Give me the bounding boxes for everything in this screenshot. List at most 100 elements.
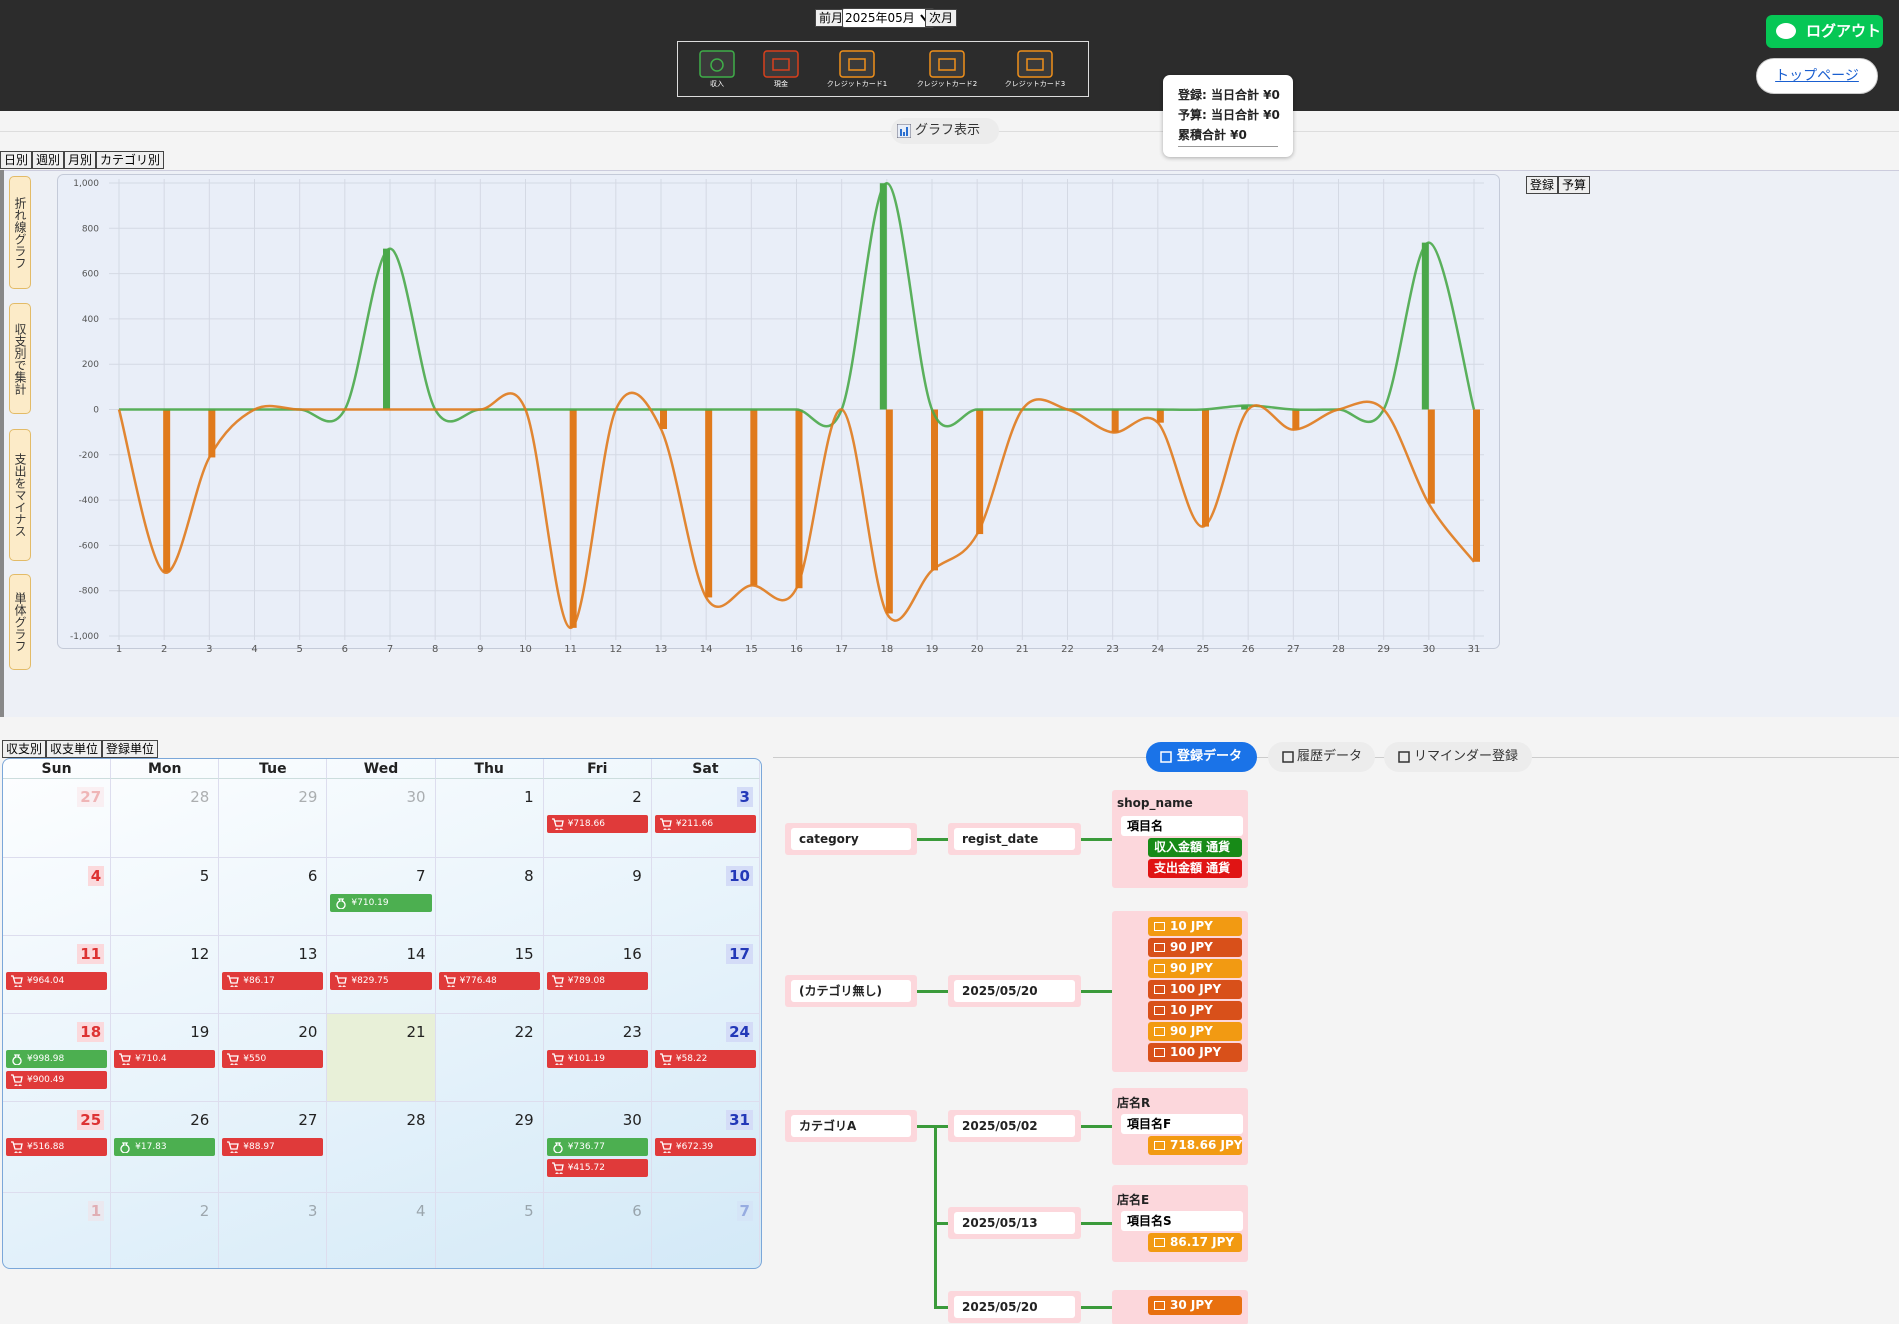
entry[interactable]: ¥718.66 bbox=[547, 815, 648, 833]
calendar-cell[interactable]: 14¥829.75 bbox=[327, 936, 435, 1014]
calendar-cell[interactable]: 24¥58.22 bbox=[652, 1014, 760, 1102]
calendar-tab[interactable]: 登録単位 bbox=[102, 740, 158, 758]
day-number: 7 bbox=[737, 1201, 753, 1221]
entry[interactable]: ¥86.17 bbox=[222, 972, 323, 990]
side-button[interactable]: 単体グラフ bbox=[9, 574, 31, 670]
entry[interactable]: ¥58.22 bbox=[655, 1050, 756, 1068]
graph-tab[interactable]: 週別 bbox=[32, 151, 64, 169]
payment-icon[interactable] bbox=[699, 50, 735, 78]
calendar-cell[interactable]: 28 bbox=[111, 779, 219, 858]
calendar-cell[interactable]: 10 bbox=[652, 858, 760, 936]
date-box-text: 2025/05/20 bbox=[954, 980, 1075, 1002]
calendar-cell[interactable]: 28 bbox=[327, 1102, 435, 1193]
calendar-cell[interactable]: 30 bbox=[327, 779, 435, 858]
x-tick-label: 28 bbox=[1332, 644, 1345, 655]
entry[interactable]: ¥900.49 bbox=[6, 1071, 107, 1089]
calendar-cell[interactable]: 13¥86.17 bbox=[219, 936, 327, 1014]
calendar-cell[interactable]: 26¥17.83 bbox=[111, 1102, 219, 1193]
calendar-cell[interactable]: 29 bbox=[436, 1102, 544, 1193]
calendar-tab[interactable]: 収支別 bbox=[2, 740, 46, 758]
calendar-cell[interactable]: 21 bbox=[327, 1014, 435, 1102]
side-button[interactable]: 折れ線グラフ bbox=[9, 176, 31, 289]
entry[interactable]: ¥710.19 bbox=[330, 894, 431, 912]
entry[interactable]: ¥88.97 bbox=[222, 1138, 323, 1156]
calendar-cell[interactable]: 23¥101.19 bbox=[544, 1014, 652, 1102]
calendar-cell[interactable]: 16¥789.08 bbox=[544, 936, 652, 1014]
entry[interactable]: ¥736.77 bbox=[547, 1138, 648, 1156]
entry[interactable]: ¥672.39 bbox=[655, 1138, 756, 1156]
graph-tab[interactable]: カテゴリ別 bbox=[96, 151, 164, 169]
payment-icon[interactable] bbox=[763, 50, 799, 78]
entry[interactable]: ¥211.66 bbox=[655, 815, 756, 833]
entry[interactable]: ¥998.98 bbox=[6, 1050, 107, 1068]
entry[interactable]: ¥101.19 bbox=[547, 1050, 648, 1068]
calendar-cell[interactable]: 4 bbox=[327, 1193, 435, 1269]
calendar-cell[interactable]: 20¥550 bbox=[219, 1014, 327, 1102]
calendar-cell[interactable]: 2¥718.66 bbox=[544, 779, 652, 858]
calendar-cell[interactable]: 19¥710.4 bbox=[111, 1014, 219, 1102]
calendar-cell[interactable]: 6 bbox=[219, 858, 327, 936]
entry[interactable]: ¥964.04 bbox=[6, 972, 107, 990]
calendar-cell[interactable]: 1 bbox=[3, 1193, 111, 1269]
entry[interactable]: ¥710.4 bbox=[114, 1050, 215, 1068]
calendar-cell[interactable]: 17 bbox=[652, 936, 760, 1014]
calendar-cell[interactable]: 15¥776.48 bbox=[436, 936, 544, 1014]
entry[interactable]: ¥550 bbox=[222, 1050, 323, 1068]
x-tick-label: 1 bbox=[116, 644, 122, 655]
calendar-cell[interactable]: 3 bbox=[219, 1193, 327, 1269]
payment-icon[interactable] bbox=[1017, 50, 1053, 78]
calendar-cell[interactable]: 27 bbox=[3, 779, 111, 858]
side-button[interactable]: 支出をマイナス bbox=[9, 429, 31, 561]
payment-icon[interactable] bbox=[929, 50, 965, 78]
shop-name: 店名R bbox=[1117, 1094, 1150, 1111]
calendar-cell[interactable]: 1 bbox=[436, 779, 544, 858]
calendar-cell[interactable]: 12 bbox=[111, 936, 219, 1014]
next-month[interactable]: 次月 bbox=[925, 9, 957, 27]
calendar-cell[interactable]: 5 bbox=[111, 858, 219, 936]
entry[interactable]: ¥415.72 bbox=[547, 1159, 648, 1177]
entry-icon bbox=[660, 1053, 672, 1065]
calendar-cell[interactable]: 7¥710.19 bbox=[327, 858, 435, 936]
calendar-cell[interactable]: 7 bbox=[652, 1193, 760, 1269]
chart-option[interactable]: 予算 bbox=[1558, 176, 1590, 194]
calendar-cell[interactable]: 30¥736.77¥415.72 bbox=[544, 1102, 652, 1193]
data-tab[interactable]: 登録データ bbox=[1146, 742, 1257, 772]
calendar-cell[interactable]: 5 bbox=[436, 1193, 544, 1269]
entry-icon bbox=[444, 975, 456, 987]
logout-button[interactable]: ログアウト bbox=[1766, 15, 1883, 48]
calendar-cell[interactable]: 2 bbox=[111, 1193, 219, 1269]
month-select[interactable]: 2025年05月 bbox=[842, 8, 934, 28]
graph-tab[interactable]: 日別 bbox=[0, 151, 32, 169]
entry[interactable]: ¥789.08 bbox=[547, 972, 648, 990]
calendar-tab[interactable]: 収支単位 bbox=[46, 740, 102, 758]
calendar-cell[interactable]: 31¥672.39 bbox=[652, 1102, 760, 1193]
calendar-cell[interactable]: 3¥211.66 bbox=[652, 779, 760, 858]
calendar-cell[interactable]: 8 bbox=[436, 858, 544, 936]
calendar-cell[interactable]: 18¥998.98¥900.49 bbox=[3, 1014, 111, 1102]
side-button[interactable]: 収支別で集計 bbox=[9, 303, 31, 414]
calendar-cell[interactable]: 6 bbox=[544, 1193, 652, 1269]
top-page-link[interactable]: トップページ bbox=[1756, 58, 1878, 94]
data-tab[interactable]: リマインダー登録 bbox=[1384, 742, 1532, 772]
data-tab[interactable]: 履歴データ bbox=[1268, 742, 1375, 772]
entry[interactable]: ¥516.88 bbox=[6, 1138, 107, 1156]
connector bbox=[1081, 1222, 1112, 1225]
chart-option[interactable]: 登録 bbox=[1526, 176, 1558, 194]
calendar-cell[interactable]: 29 bbox=[219, 779, 327, 858]
bar bbox=[1157, 410, 1164, 423]
entry[interactable]: ¥776.48 bbox=[439, 972, 540, 990]
calendar-cell[interactable]: 22 bbox=[436, 1014, 544, 1102]
icon bbox=[1155, 923, 1165, 931]
entry[interactable]: ¥17.83 bbox=[114, 1138, 215, 1156]
badge: 90 JPY bbox=[1148, 1022, 1242, 1041]
calendar-cell[interactable]: 9 bbox=[544, 858, 652, 936]
payment-icon[interactable] bbox=[839, 50, 875, 78]
calendar-cell[interactable]: 11¥964.04 bbox=[3, 936, 111, 1014]
graph-tab[interactable]: 月別 bbox=[64, 151, 96, 169]
entry[interactable]: ¥829.75 bbox=[330, 972, 431, 990]
graph-toggle[interactable]: グラフ表示 bbox=[891, 118, 999, 144]
calendar-cell[interactable]: 4 bbox=[3, 858, 111, 936]
calendar-cell[interactable]: 25¥516.88 bbox=[3, 1102, 111, 1193]
calendar-cell[interactable]: 27¥88.97 bbox=[219, 1102, 327, 1193]
x-tick-label: 20 bbox=[971, 644, 984, 655]
